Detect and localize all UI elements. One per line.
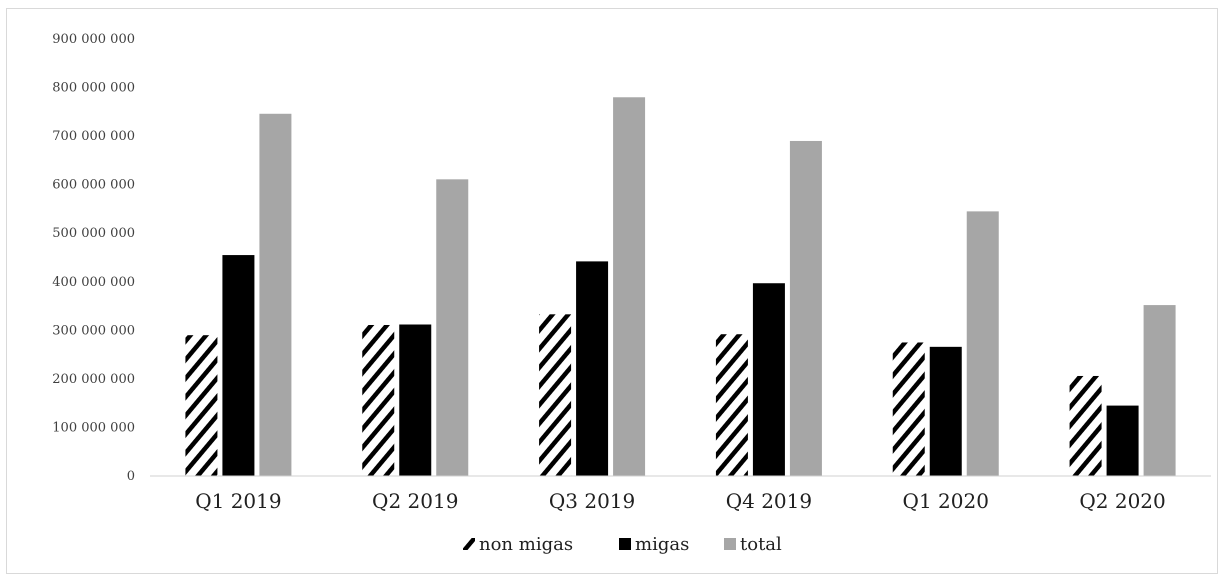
y-tick-label: 100 000 000 bbox=[52, 420, 135, 435]
y-tick-label: 400 000 000 bbox=[52, 275, 135, 290]
x-tick-label: Q1 2019 bbox=[195, 489, 281, 513]
legend: non migas migas total bbox=[463, 534, 782, 555]
bar-migas-Q1-2020 bbox=[929, 346, 962, 476]
x-tick-label: Q2 2019 bbox=[372, 489, 458, 513]
y-tick-label: 700 000 000 bbox=[52, 129, 135, 144]
bars-group bbox=[185, 97, 1176, 477]
y-tick-label: 500 000 000 bbox=[52, 226, 135, 241]
y-tick-label: 900 000 000 bbox=[52, 32, 135, 47]
legend-swatch-non-migas bbox=[463, 538, 475, 550]
bar-total-Q4-2019 bbox=[789, 140, 822, 476]
x-tick-label: Q1 2020 bbox=[903, 489, 989, 513]
bar-non-migas-Q2-2020 bbox=[1069, 375, 1102, 476]
x-tick-label: Q4 2019 bbox=[726, 489, 812, 513]
bar-total-Q1-2019 bbox=[259, 113, 292, 476]
y-tick-label: 800 000 000 bbox=[52, 81, 135, 96]
legend-label-total: total bbox=[740, 534, 782, 555]
bar-total-Q2-2020 bbox=[1143, 305, 1176, 476]
bar-migas-Q4-2019 bbox=[752, 283, 785, 476]
bar-migas-Q2-2020 bbox=[1106, 405, 1139, 476]
bar-migas-Q1-2019 bbox=[222, 255, 255, 476]
y-tick-label: 0 bbox=[127, 469, 135, 484]
bar-non-migas-Q4-2019 bbox=[715, 334, 748, 476]
bar-migas-Q3-2019 bbox=[576, 261, 609, 476]
chart-frame: 0 100 000 000 200 000 000 300 000 000 400 00… bbox=[6, 8, 1218, 574]
legend-swatch-migas bbox=[619, 538, 631, 550]
y-tick-label: 600 000 000 bbox=[52, 178, 135, 193]
x-axis: Q1 2019 Q2 2019 Q3 2019 Q4 2019 Q1 2020 Q2 20… bbox=[150, 475, 1211, 513]
bar-total-Q1-2020 bbox=[966, 211, 999, 476]
x-tick-label: Q2 2020 bbox=[1079, 489, 1165, 513]
bar-total-Q3-2019 bbox=[613, 97, 646, 477]
bar-non-migas-Q3-2019 bbox=[539, 314, 572, 476]
bar-non-migas-Q1-2020 bbox=[892, 342, 925, 476]
bar-non-migas-Q2-2019 bbox=[362, 324, 395, 476]
bar-migas-Q2-2019 bbox=[399, 324, 432, 476]
y-tick-label: 200 000 000 bbox=[52, 372, 135, 387]
chart-svg: 0 100 000 000 200 000 000 300 000 000 400 00… bbox=[52, 32, 1211, 555]
legend-label-non-migas: non migas bbox=[479, 534, 573, 555]
y-tick-label: 300 000 000 bbox=[52, 323, 135, 338]
legend-label-migas: migas bbox=[635, 534, 689, 555]
bar-non-migas-Q1-2019 bbox=[185, 335, 218, 476]
legend-swatch-total bbox=[724, 538, 736, 550]
bar-total-Q2-2019 bbox=[436, 179, 469, 476]
y-axis: 0 100 000 000 200 000 000 300 000 000 400 00… bbox=[52, 32, 135, 484]
x-tick-label: Q3 2019 bbox=[549, 489, 635, 513]
